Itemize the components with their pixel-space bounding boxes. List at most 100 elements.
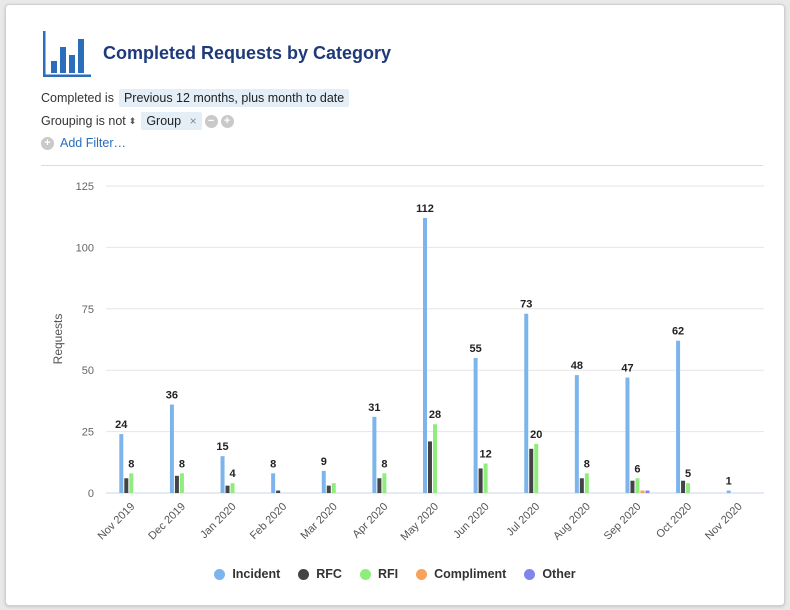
bar-rfc-9[interactable] <box>579 478 584 493</box>
legend-label: RFI <box>377 567 399 581</box>
bar-rfi-8[interactable] <box>534 443 539 493</box>
data-label-rfi-7: 12 <box>479 449 491 461</box>
y-tick-label: 100 <box>76 242 94 254</box>
data-label-incident-1: 36 <box>166 390 178 402</box>
data-label-incident-5: 31 <box>368 402 380 414</box>
data-label-rfi-11: 5 <box>685 468 691 480</box>
x-tick-label: Mar 2020 <box>299 501 340 542</box>
bar-rfi-0[interactable] <box>129 473 134 493</box>
bar-rfc-1[interactable] <box>174 475 179 493</box>
bar-rfi-9[interactable] <box>584 473 589 493</box>
bar-incident-8[interactable] <box>524 313 529 493</box>
bar-rfi-7[interactable] <box>483 463 488 493</box>
plus-circle-icon[interactable]: + <box>220 114 234 128</box>
bar-incident-7[interactable] <box>473 357 478 493</box>
bar-rfc-8[interactable] <box>529 448 534 493</box>
legend-item-compliment[interactable]: Compliment <box>416 567 506 581</box>
bar-rfc-11[interactable] <box>681 480 686 493</box>
divider <box>41 165 763 166</box>
bar-rfc-6[interactable] <box>428 441 432 493</box>
add-filter-link[interactable]: Add Filter… <box>60 136 126 150</box>
data-label-incident-0: 24 <box>115 419 128 431</box>
legend-dot-icon <box>416 568 428 580</box>
add-filter-row: + Add Filter… <box>41 136 126 150</box>
filter-completed: Completed is Previous 12 months, plus mo… <box>41 89 350 107</box>
y-tick-label: 50 <box>82 365 94 377</box>
bar-incident-6[interactable] <box>423 217 427 494</box>
x-tick-label: Sep 2020 <box>602 501 644 543</box>
minus-circle-icon[interactable]: − <box>204 114 218 128</box>
legend-label: Incident <box>232 567 281 581</box>
bar-rfc-5[interactable] <box>377 478 382 493</box>
legend-dot-icon <box>298 568 310 580</box>
y-tick-label: 0 <box>88 488 94 500</box>
legend-item-rfc[interactable]: RFC <box>298 567 342 581</box>
data-label-incident-11: 62 <box>672 326 684 338</box>
add-circle-icon[interactable]: + <box>41 136 54 150</box>
bar-rfc-4[interactable] <box>326 485 331 493</box>
bar-rfi-1[interactable] <box>179 473 184 493</box>
x-tick-label: Nov 2020 <box>703 501 745 543</box>
legend-item-other[interactable]: Other <box>524 567 576 581</box>
data-label-incident-3: 8 <box>270 458 276 470</box>
filter-grouping-value-label: Group <box>146 114 182 128</box>
bar-rfi-10[interactable] <box>635 478 640 493</box>
sort-arrows-icon[interactable]: ⬍ <box>128 115 137 126</box>
bar-incident-3[interactable] <box>271 473 276 493</box>
bar-rfc-0[interactable] <box>124 478 129 493</box>
bar-incident-5[interactable] <box>372 416 377 493</box>
bar-chart-icon <box>43 31 91 77</box>
bar-rfc-2[interactable] <box>225 485 230 493</box>
chart-legend: Incident RFC RFI Compliment Other <box>6 567 784 581</box>
report-card: Completed Requests by Category Completed… <box>5 4 785 606</box>
bar-incident-11[interactable] <box>676 340 681 493</box>
legend-label: Compliment <box>434 567 507 581</box>
bar-other-10[interactable] <box>645 490 650 493</box>
x-tick-label: Nov 2019 <box>96 501 138 543</box>
bar-compliment-10[interactable] <box>640 490 645 493</box>
x-tick-label: Apr 2020 <box>350 501 390 541</box>
data-label-incident-7: 55 <box>469 343 481 355</box>
bar-rfc-10[interactable] <box>630 480 635 493</box>
filter-grouping-label[interactable]: Grouping is not <box>41 114 126 128</box>
legend-label: Other <box>542 567 576 581</box>
page-title: Completed Requests by Category <box>103 43 392 63</box>
filter-grouping: Grouping is not ⬍ Group × − + <box>41 112 234 130</box>
filter-grouping-value[interactable]: Group × <box>141 112 202 130</box>
filter-completed-value[interactable]: Previous 12 months, plus month to date <box>118 89 350 107</box>
bar-incident-1[interactable] <box>169 404 174 493</box>
data-label-incident-9: 48 <box>571 360 583 372</box>
y-tick-label: 75 <box>82 304 94 316</box>
legend-item-rfi[interactable]: RFI <box>359 567 399 581</box>
data-label-incident-10: 47 <box>621 363 633 375</box>
bar-rfc-7[interactable] <box>478 468 483 493</box>
bar-rfc-3[interactable] <box>276 490 281 493</box>
data-label-incident-4: 9 <box>321 456 327 468</box>
bar-incident-9[interactable] <box>574 375 579 493</box>
bar-rfi-4[interactable] <box>331 483 336 493</box>
remove-icon[interactable]: × <box>189 114 197 128</box>
bar-incident-4[interactable] <box>321 470 326 493</box>
x-tick-label: Oct 2020 <box>654 501 694 541</box>
legend-label: RFC <box>316 567 342 581</box>
bar-rfi-11[interactable] <box>686 483 691 493</box>
data-label-rfi-10: 6 <box>634 463 640 475</box>
bar-rfi-6[interactable] <box>433 424 437 493</box>
data-label-rfi-8: 20 <box>530 429 542 441</box>
bar-incident-2[interactable] <box>220 456 225 493</box>
filter-completed-label: Completed is <box>41 91 114 105</box>
data-label-rfi-9: 8 <box>584 458 590 470</box>
legend-dot-icon <box>524 568 536 580</box>
bar-incident-10[interactable] <box>625 377 630 493</box>
legend-item-incident[interactable]: Incident <box>214 567 280 581</box>
data-label-rfi-2: 4 <box>229 468 236 480</box>
bar-incident-12[interactable] <box>726 490 731 493</box>
bar-rfi-5[interactable] <box>382 473 387 493</box>
x-tick-label: Aug 2020 <box>551 501 593 543</box>
data-label-rfi-1: 8 <box>179 458 185 470</box>
data-label-incident-2: 15 <box>216 441 228 453</box>
bar-rfi-2[interactable] <box>230 483 235 493</box>
bar-incident-0[interactable] <box>119 434 124 493</box>
data-label-rfi-6: 28 <box>429 409 441 421</box>
